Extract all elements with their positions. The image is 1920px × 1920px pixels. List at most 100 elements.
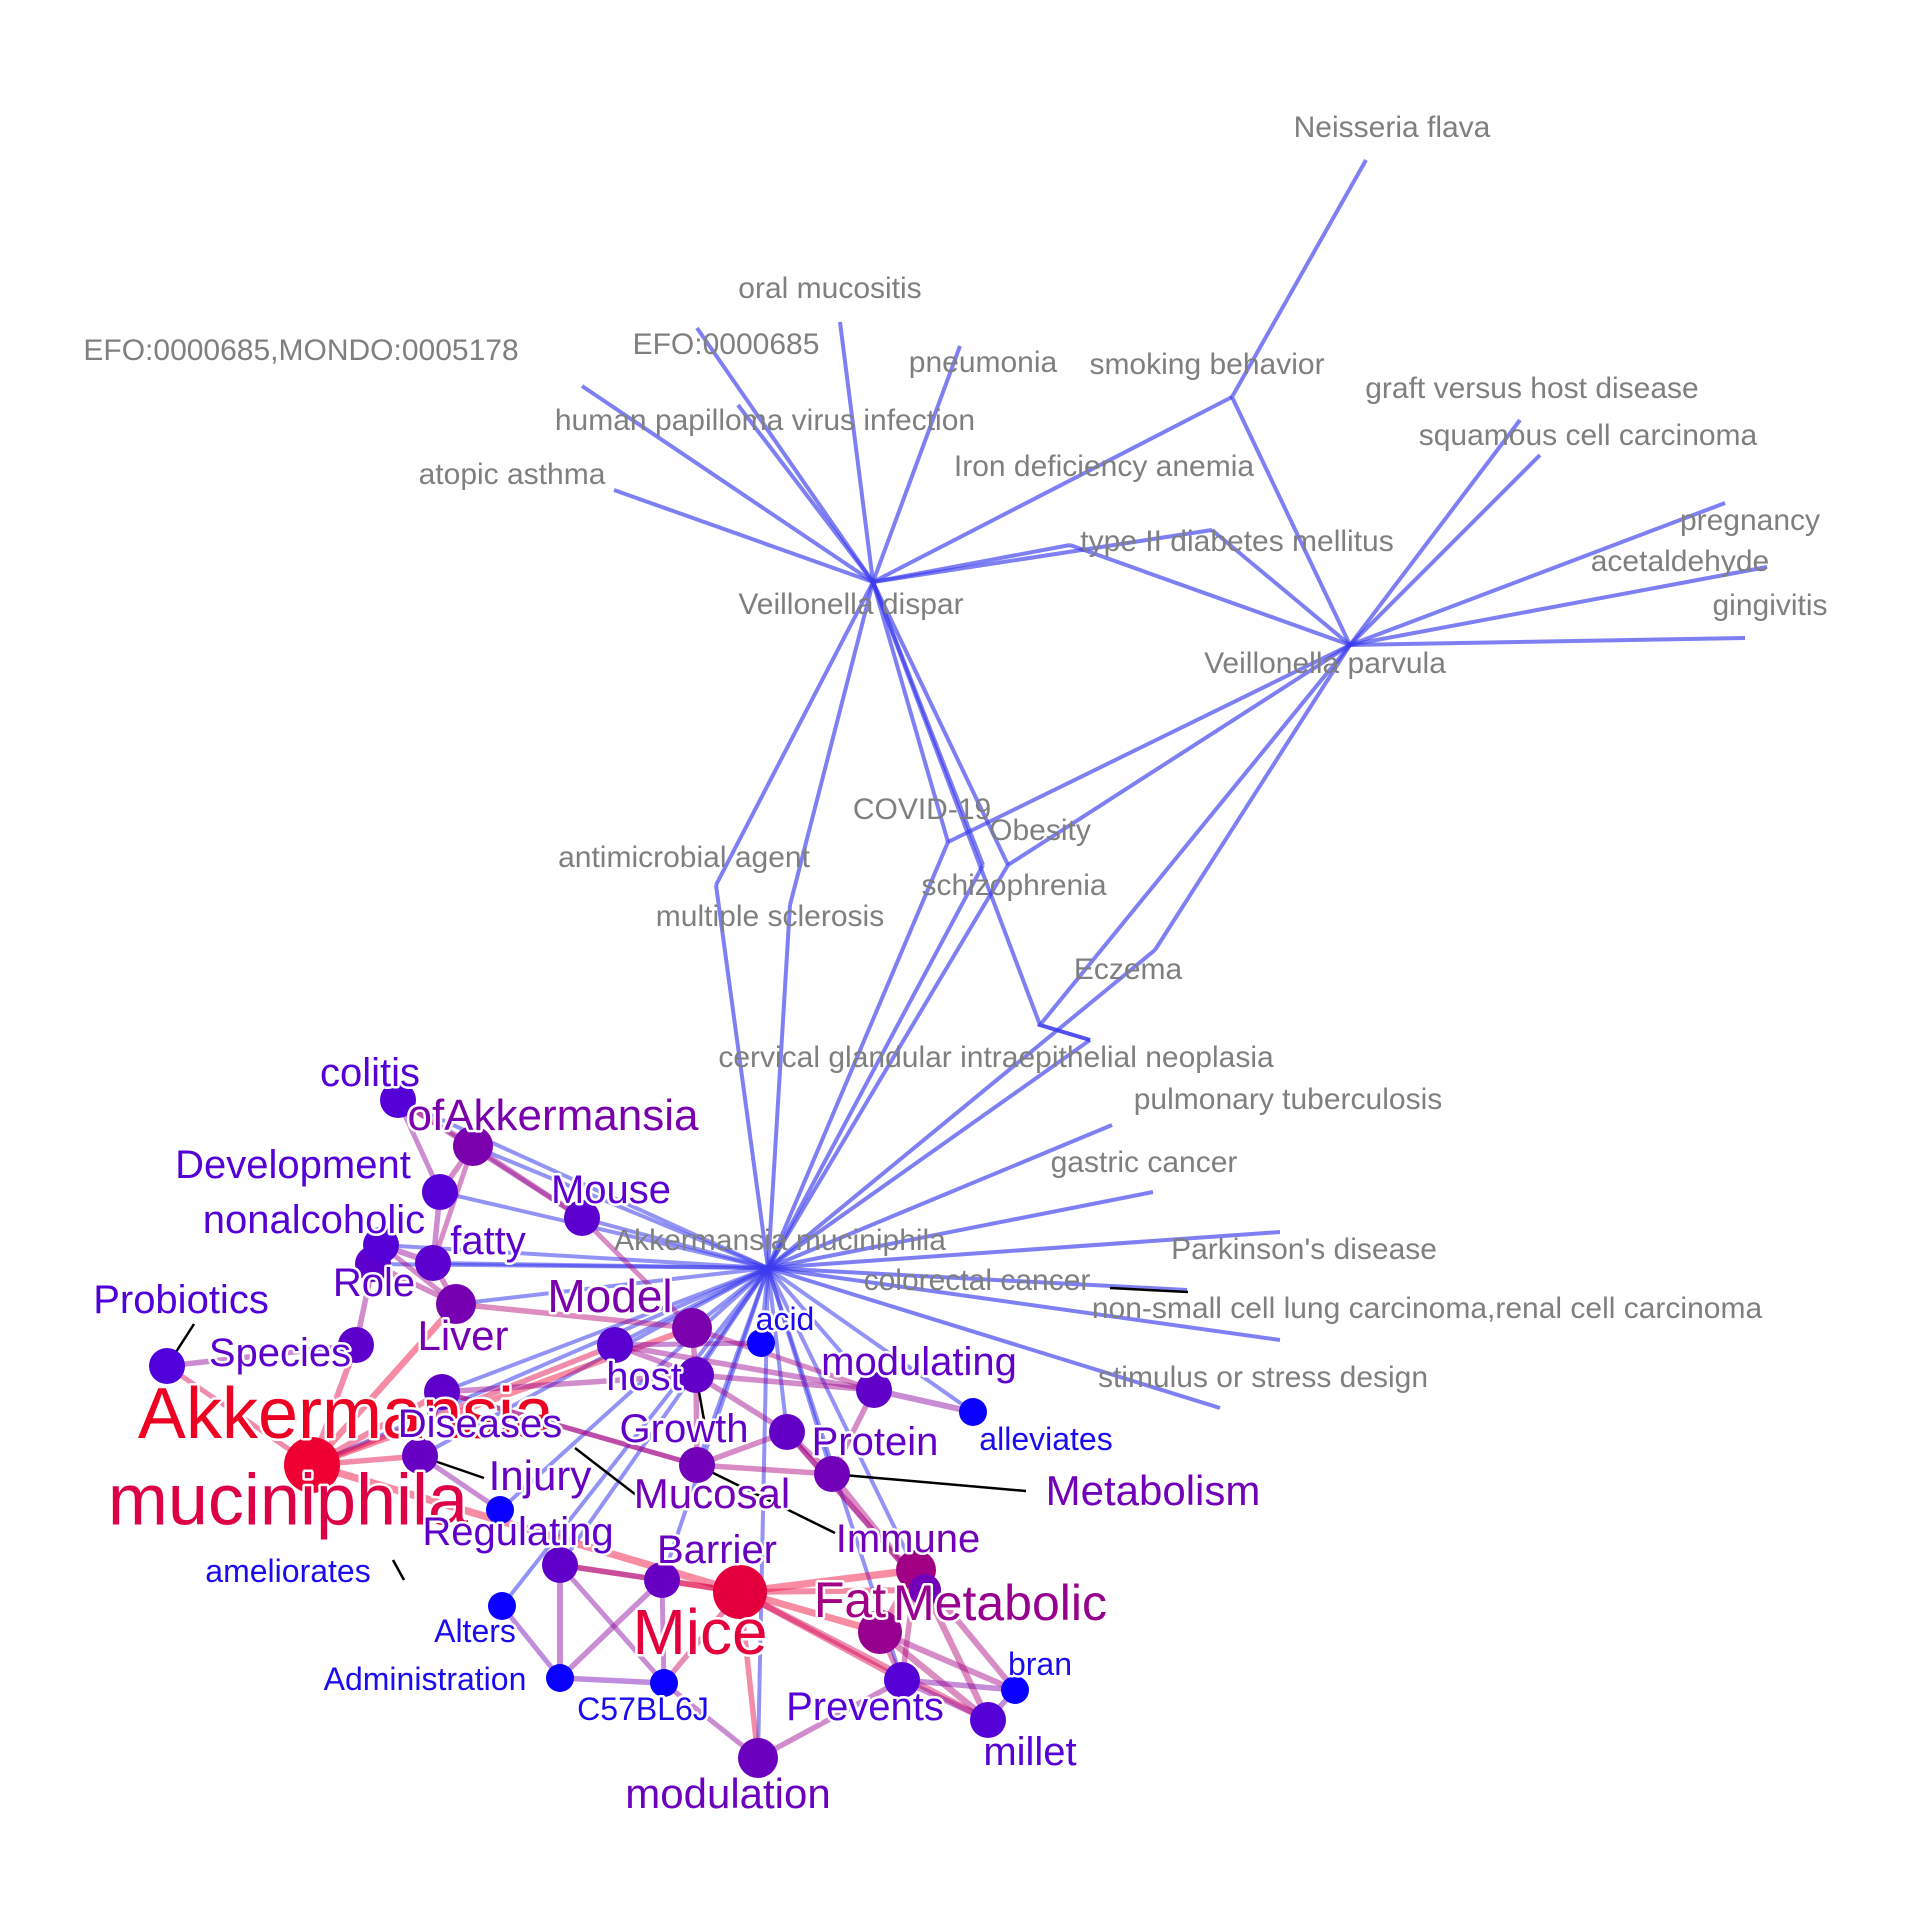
edge-vp-d13 <box>1349 501 1726 647</box>
node-model[interactable] <box>672 1308 712 1348</box>
node-mouse[interactable] <box>564 1200 600 1236</box>
keyword-label-bran: bran <box>1008 1646 1072 1682</box>
node-millet[interactable] <box>970 1702 1006 1738</box>
node-ofakkermansia[interactable] <box>453 1126 493 1166</box>
edge-vp-d17 <box>1006 643 1352 867</box>
node-metabolism[interactable] <box>814 1456 850 1492</box>
node-colitis[interactable] <box>380 1082 416 1118</box>
node-protein[interactable] <box>769 1414 805 1450</box>
node-acid[interactable] <box>747 1329 775 1357</box>
metabolism-leader <box>831 1472 1027 1493</box>
keyword-label-model: Model <box>547 1270 672 1322</box>
edge-k2-k9 <box>739 1587 926 1595</box>
node-labels: Veillonella dispar Veillonella parvula Akk… <box>83 111 1827 1820</box>
edge-am-k21 <box>432 1261 769 1270</box>
node-akkermansia-muciniphila[interactable] <box>284 1437 340 1493</box>
disease-label-d8: atopic asthma <box>419 458 606 491</box>
disease-label-d27: non-small cell lung carcinoma,renal cell… <box>1092 1292 1763 1325</box>
node-alters[interactable] <box>488 1592 516 1620</box>
node-regulating[interactable] <box>542 1547 578 1583</box>
edge-k2-k28 <box>738 1589 904 1683</box>
disease-label-d11: graft versus host disease <box>1365 372 1699 405</box>
edge-vp-d22 <box>1036 643 1352 1042</box>
edge-k6-k15 <box>691 1325 875 1393</box>
keyword-label-injury: Injury <box>489 1452 592 1499</box>
node-mucosal[interactable] <box>679 1447 715 1483</box>
disease-label-d4: EFO:0000685,MONDO:0005178 <box>83 334 518 367</box>
edge-am-k14 <box>766 1267 789 1433</box>
edge-k28-k32 <box>901 1677 1016 1693</box>
edge-k18-k36 <box>558 1563 666 1685</box>
edge-am-d23 <box>767 1123 1113 1270</box>
edge-am-d21 <box>766 948 1157 1270</box>
edge-k8-k10 <box>696 1462 833 1477</box>
keyword-label-mouse: Mouse <box>551 1168 671 1212</box>
node-bran[interactable] <box>1001 1676 1029 1704</box>
node-ameliorates[interactable] <box>486 1496 514 1524</box>
node-administration[interactable] <box>546 1664 574 1692</box>
edge-vd-d4 <box>580 384 875 584</box>
node-diseases[interactable] <box>424 1374 460 1410</box>
keyword-label-regulating: Regulating <box>422 1510 613 1554</box>
edge-am-k7 <box>455 1266 769 1306</box>
keyword-label-alters: Alters <box>434 1613 516 1649</box>
disease-label-d21: Eczema <box>1074 953 1183 986</box>
edge-am-d26 <box>767 1266 1188 1292</box>
edge-am-d17 <box>766 863 1010 1270</box>
keyword-label-modulation: modulation <box>625 1770 830 1817</box>
node-modulating[interactable] <box>856 1372 892 1408</box>
edge-k15-k23 <box>614 1342 875 1393</box>
edge-am-k25 <box>439 1190 769 1270</box>
edge-vp-d9 <box>1210 528 1352 647</box>
keyword-label-protein: Protein <box>812 1420 939 1464</box>
node-nonalcoholic[interactable] <box>363 1227 399 1263</box>
keyword-label-fatty: fatty <box>450 1219 526 1263</box>
edge-vp-d10 <box>1069 543 1351 647</box>
edge-am-k10 <box>766 1267 834 1475</box>
node-modulation[interactable] <box>738 1738 778 1778</box>
edge-k6-k22 <box>580 1216 694 1330</box>
edge-k2-k3 <box>739 1566 917 1596</box>
edge-vp-d14 <box>1349 565 1768 647</box>
edge-vp-d15 <box>1349 636 1746 647</box>
node-development[interactable] <box>422 1174 458 1210</box>
edge-am-d20 <box>766 904 792 1269</box>
hub-label-vd: Veillonella dispar <box>738 588 963 621</box>
node-c57bl6j[interactable] <box>650 1669 678 1697</box>
edge-am-k24 <box>397 1098 769 1270</box>
keyword-label-liver: Liver <box>417 1312 508 1359</box>
node-barrier[interactable] <box>644 1562 680 1598</box>
node-alleviates[interactable] <box>959 1398 987 1426</box>
node-liver[interactable] <box>436 1284 476 1324</box>
node-growth[interactable] <box>678 1357 714 1393</box>
node-fatty[interactable] <box>415 1245 451 1281</box>
edge-k19-k27 <box>166 1342 357 1369</box>
mucosal-leader <box>696 1463 836 1535</box>
edge-vd-d10 <box>872 543 1071 584</box>
keyword-label-development: Development <box>175 1143 411 1187</box>
node-immune[interactable] <box>909 1574 941 1606</box>
edge-am-k34 <box>500 1266 770 1608</box>
keyword-label-barrier: Barrier <box>657 1528 777 1572</box>
node-species[interactable] <box>338 1327 374 1363</box>
node-prevents[interactable] <box>884 1662 920 1698</box>
edge-am-d16 <box>766 841 950 1269</box>
disease-label-d7: human papilloma virus infection <box>555 404 975 437</box>
node-metabolic[interactable] <box>858 1610 902 1654</box>
keyword-label-host: host <box>606 1355 682 1399</box>
keyword-nodes <box>149 1082 1029 1778</box>
edge-k2-k11 <box>737 1591 761 1759</box>
edge-vp-d11 <box>1348 418 1522 647</box>
ameliorates-leader <box>391 1559 406 1581</box>
keyword-label-ameliorates: ameliorates <box>205 1553 370 1589</box>
diseases-leader <box>574 1447 641 1499</box>
edge-am-k1 <box>311 1266 769 1467</box>
node-host[interactable] <box>597 1327 633 1363</box>
edge-k24-k22 <box>396 1097 584 1221</box>
node-injury[interactable] <box>402 1438 438 1474</box>
edge-vd-d7 <box>736 403 875 584</box>
node-probiotics[interactable] <box>149 1348 185 1384</box>
edge-k4-k32 <box>878 1629 1017 1693</box>
node-mice[interactable] <box>713 1565 767 1619</box>
disease-label-d25: Parkinson's disease <box>1171 1233 1437 1266</box>
